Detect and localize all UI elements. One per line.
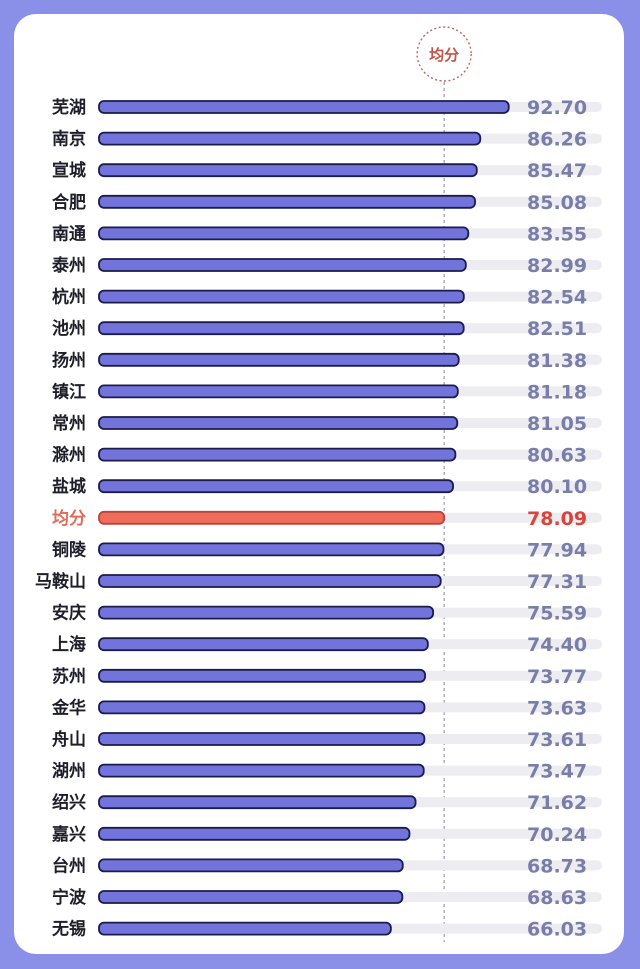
bar xyxy=(98,668,426,683)
value-label: 77.31 xyxy=(527,571,587,593)
value-label: 75.59 xyxy=(527,603,587,625)
value-label: 73.61 xyxy=(527,729,587,751)
value-label: 80.63 xyxy=(527,445,587,467)
average-bar xyxy=(98,510,446,525)
value-label: 73.47 xyxy=(527,761,587,783)
value-label: 77.94 xyxy=(527,539,587,561)
value-label: 92.70 xyxy=(527,97,587,119)
city-label: 宁波 xyxy=(52,887,87,908)
city-label: 常州 xyxy=(52,413,86,434)
city-label: 合肥 xyxy=(52,192,86,213)
city-label: 滁州 xyxy=(52,445,86,466)
bar xyxy=(98,384,459,399)
city-label: 南京 xyxy=(52,129,86,150)
average-marker-label: 均分 xyxy=(429,46,459,64)
chart-card: 均分 芜湖 92.70 南京 86.26 宣城 85.47 合肥 85.08 南通 83.55 泰州 8… xyxy=(14,14,624,954)
bar xyxy=(98,542,445,557)
bar xyxy=(98,605,435,620)
city-label: 镇江 xyxy=(52,381,86,402)
bar xyxy=(98,258,467,272)
city-label: 池州 xyxy=(52,318,86,339)
value-label: 83.55 xyxy=(527,223,587,245)
average-row-label: 均分 xyxy=(52,508,86,529)
city-label: 金华 xyxy=(51,697,86,718)
city-label: 泰州 xyxy=(52,255,86,276)
value-label: 73.63 xyxy=(527,697,587,719)
value-label: 82.99 xyxy=(527,255,587,277)
bar xyxy=(98,858,404,873)
value-label: 68.73 xyxy=(527,855,587,877)
value-label: 68.63 xyxy=(527,887,587,909)
bar xyxy=(98,194,476,209)
bar xyxy=(98,163,478,178)
bar xyxy=(98,321,465,336)
value-label: 82.51 xyxy=(527,318,587,340)
bar xyxy=(98,921,392,936)
value-label: 81.38 xyxy=(527,350,587,372)
bar xyxy=(98,732,426,746)
value-label: 81.18 xyxy=(527,381,587,403)
bar xyxy=(98,826,411,841)
city-label: 上海 xyxy=(52,634,86,655)
city-label: 芜湖 xyxy=(52,97,86,118)
bar xyxy=(98,416,459,430)
city-label: 杭州 xyxy=(52,287,86,308)
bar xyxy=(98,289,465,304)
city-label: 扬州 xyxy=(52,350,86,371)
bar xyxy=(98,352,460,367)
value-label: 85.47 xyxy=(527,160,587,182)
value-label: 71.62 xyxy=(527,792,587,814)
city-label: 嘉兴 xyxy=(51,824,86,845)
city-label: 马鞍山 xyxy=(35,571,86,592)
city-label: 安庆 xyxy=(52,603,86,624)
bar xyxy=(98,131,482,146)
value-label: 85.08 xyxy=(527,192,587,214)
bar xyxy=(98,700,426,715)
value-label: 74.40 xyxy=(527,634,587,656)
value-label: 86.26 xyxy=(527,129,587,151)
city-label: 南通 xyxy=(52,223,86,244)
city-label: 无锡 xyxy=(51,919,86,940)
bar xyxy=(98,226,470,241)
bar xyxy=(98,447,457,462)
city-label: 苏州 xyxy=(52,666,86,687)
bar xyxy=(98,100,510,114)
city-label: 铜陵 xyxy=(52,539,87,560)
bar xyxy=(98,479,454,494)
city-label: 宣城 xyxy=(52,160,86,181)
bar xyxy=(98,763,425,778)
value-label: 70.24 xyxy=(527,824,587,846)
city-label: 盐城 xyxy=(52,476,86,497)
average-marker-circle xyxy=(416,26,472,82)
city-label: 台州 xyxy=(52,855,86,876)
city-label: 绍兴 xyxy=(52,792,86,813)
city-label: 湖州 xyxy=(52,762,86,782)
bar xyxy=(98,637,429,652)
value-label: 66.03 xyxy=(527,919,587,941)
value-label: 82.54 xyxy=(527,287,587,309)
value-label: 80.10 xyxy=(527,476,587,498)
bar xyxy=(98,795,417,810)
value-label: 81.05 xyxy=(527,413,587,435)
value-label: 73.77 xyxy=(527,666,587,688)
average-value-label: 78.09 xyxy=(527,508,587,530)
bar xyxy=(98,574,442,588)
city-label: 舟山 xyxy=(52,729,86,750)
bar xyxy=(98,890,404,904)
